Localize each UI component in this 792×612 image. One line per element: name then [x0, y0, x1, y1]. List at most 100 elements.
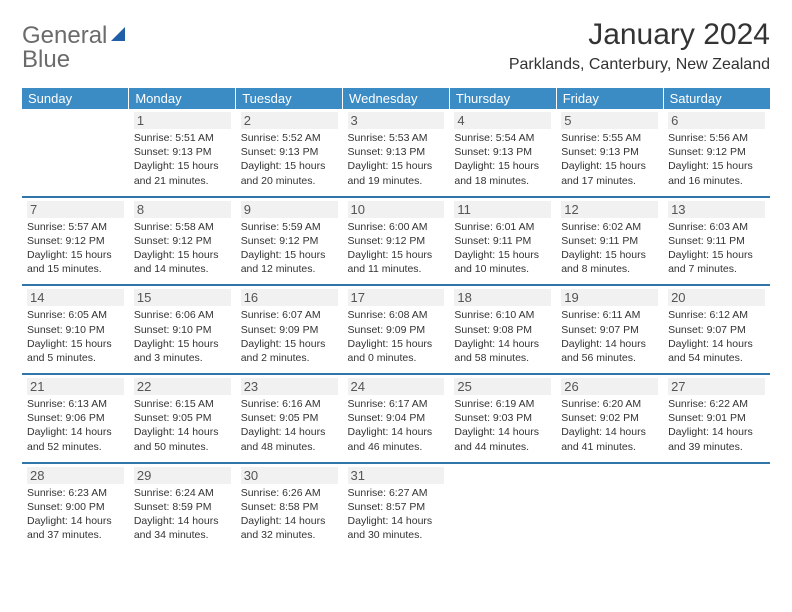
- sunrise-line: Sunrise: 5:57 AM: [27, 220, 124, 234]
- day-number: 12: [561, 201, 658, 218]
- day-number: 1: [134, 112, 231, 129]
- sunrise-line: Sunrise: 5:53 AM: [348, 131, 445, 145]
- sunrise-line: Sunrise: 5:54 AM: [454, 131, 551, 145]
- calendar-day-cell: 28Sunrise: 6:23 AMSunset: 9:00 PMDayligh…: [22, 463, 129, 551]
- sunrise-line: Sunrise: 6:17 AM: [348, 397, 445, 411]
- day-number: 11: [454, 201, 551, 218]
- calendar-day-cell: 19Sunrise: 6:11 AMSunset: 9:07 PMDayligh…: [556, 285, 663, 374]
- day-info: Sunrise: 5:52 AMSunset: 9:13 PMDaylight:…: [241, 131, 338, 188]
- day-info: Sunrise: 6:19 AMSunset: 9:03 PMDaylight:…: [454, 397, 551, 454]
- sunrise-line: Sunrise: 5:58 AM: [134, 220, 231, 234]
- sunrise-line: Sunrise: 6:11 AM: [561, 308, 658, 322]
- calendar-day-cell: 16Sunrise: 6:07 AMSunset: 9:09 PMDayligh…: [236, 285, 343, 374]
- calendar-day-cell: 29Sunrise: 6:24 AMSunset: 8:59 PMDayligh…: [129, 463, 236, 551]
- daylight-line: Daylight: 15 hours and 2 minutes.: [241, 337, 338, 365]
- day-number: 29: [134, 467, 231, 484]
- weekday-header: Tuesday: [236, 88, 343, 109]
- calendar-day-cell: 12Sunrise: 6:02 AMSunset: 9:11 PMDayligh…: [556, 197, 663, 286]
- sunset-line: Sunset: 9:12 PM: [27, 234, 124, 248]
- day-number: 13: [668, 201, 765, 218]
- day-number: 25: [454, 378, 551, 395]
- sunset-line: Sunset: 9:12 PM: [348, 234, 445, 248]
- day-number: 8: [134, 201, 231, 218]
- daylight-line: Daylight: 15 hours and 0 minutes.: [348, 337, 445, 365]
- weekday-header: Sunday: [22, 88, 129, 109]
- sunset-line: Sunset: 8:59 PM: [134, 500, 231, 514]
- sunrise-line: Sunrise: 6:15 AM: [134, 397, 231, 411]
- sunrise-line: Sunrise: 5:52 AM: [241, 131, 338, 145]
- daylight-line: Daylight: 15 hours and 18 minutes.: [454, 159, 551, 187]
- day-number: 17: [348, 289, 445, 306]
- day-info: Sunrise: 6:00 AMSunset: 9:12 PMDaylight:…: [348, 220, 445, 277]
- calendar-day-cell: 30Sunrise: 6:26 AMSunset: 8:58 PMDayligh…: [236, 463, 343, 551]
- sunset-line: Sunset: 8:58 PM: [241, 500, 338, 514]
- sunrise-line: Sunrise: 5:55 AM: [561, 131, 658, 145]
- sunset-line: Sunset: 9:11 PM: [668, 234, 765, 248]
- daylight-line: Daylight: 14 hours and 56 minutes.: [561, 337, 658, 365]
- location-text: Parklands, Canterbury, New Zealand: [509, 56, 770, 74]
- sunset-line: Sunset: 9:09 PM: [348, 323, 445, 337]
- calendar-day-cell: 20Sunrise: 6:12 AMSunset: 9:07 PMDayligh…: [663, 285, 770, 374]
- daylight-line: Daylight: 14 hours and 34 minutes.: [134, 514, 231, 542]
- day-info: Sunrise: 5:54 AMSunset: 9:13 PMDaylight:…: [454, 131, 551, 188]
- calendar-day-cell: 18 Sunrise: 6:10 AMSunset: 9:08 PMDayligh…: [449, 285, 556, 374]
- sunset-line: Sunset: 9:08 PM: [454, 323, 551, 337]
- daylight-line: Daylight: 14 hours and 54 minutes.: [668, 337, 765, 365]
- day-number: 30: [241, 467, 338, 484]
- calendar-day-cell: 10Sunrise: 6:00 AMSunset: 9:12 PMDayligh…: [343, 197, 450, 286]
- logo-text: General Blue: [22, 24, 127, 72]
- daylight-line: Daylight: 14 hours and 39 minutes.: [668, 425, 765, 453]
- sunset-line: Sunset: 9:13 PM: [454, 145, 551, 159]
- sunset-line: Sunset: 9:09 PM: [241, 323, 338, 337]
- day-number: 9: [241, 201, 338, 218]
- day-info: Sunrise: 5:58 AMSunset: 9:12 PMDaylight:…: [134, 220, 231, 277]
- calendar-week-row: 1Sunrise: 5:51 AMSunset: 9:13 PMDaylight…: [22, 109, 770, 197]
- day-info: Sunrise: 6:10 AMSunset: 9:08 PMDaylight:…: [454, 308, 551, 365]
- calendar-day-cell: 14Sunrise: 6:05 AMSunset: 9:10 PMDayligh…: [22, 285, 129, 374]
- day-info: Sunrise: 6:07 AMSunset: 9:09 PMDaylight:…: [241, 308, 338, 365]
- day-info: Sunrise: 5:55 AMSunset: 9:13 PMDaylight:…: [561, 131, 658, 188]
- day-number: 22: [134, 378, 231, 395]
- sunset-line: Sunset: 9:01 PM: [668, 411, 765, 425]
- calendar-week-row: 7Sunrise: 5:57 AMSunset: 9:12 PMDaylight…: [22, 197, 770, 286]
- sail-icon: [109, 25, 127, 48]
- day-number: 27: [668, 378, 765, 395]
- day-number: 3: [348, 112, 445, 129]
- sunset-line: Sunset: 9:13 PM: [134, 145, 231, 159]
- day-number: 4: [454, 112, 551, 129]
- weekday-header-row: Sunday Monday Tuesday Wednesday Thursday…: [22, 88, 770, 109]
- sunrise-line: Sunrise: 6:03 AM: [668, 220, 765, 234]
- calendar-day-cell: 15Sunrise: 6:06 AMSunset: 9:10 PMDayligh…: [129, 285, 236, 374]
- calendar-day-cell: 8 Sunrise: 5:58 AMSunset: 9:12 PMDaylight…: [129, 197, 236, 286]
- sunset-line: Sunset: 9:00 PM: [27, 500, 124, 514]
- logo: General Blue: [22, 18, 127, 72]
- sunrise-line: Sunrise: 6:00 AM: [348, 220, 445, 234]
- weekday-header: Saturday: [663, 88, 770, 109]
- daylight-line: Daylight: 14 hours and 44 minutes.: [454, 425, 551, 453]
- sunrise-line: Sunrise: 6:05 AM: [27, 308, 124, 322]
- sunrise-line: Sunrise: 6:22 AM: [668, 397, 765, 411]
- sunset-line: Sunset: 9:12 PM: [241, 234, 338, 248]
- sunrise-line: Sunrise: 6:07 AM: [241, 308, 338, 322]
- day-info: Sunrise: 6:12 AMSunset: 9:07 PMDaylight:…: [668, 308, 765, 365]
- sunrise-line: Sunrise: 5:59 AM: [241, 220, 338, 234]
- day-info: Sunrise: 6:03 AMSunset: 9:11 PMDaylight:…: [668, 220, 765, 277]
- sunrise-line: Sunrise: 6:16 AM: [241, 397, 338, 411]
- weekday-header: Thursday: [449, 88, 556, 109]
- sunrise-line: Sunrise: 6:02 AM: [561, 220, 658, 234]
- calendar-day-cell: 7Sunrise: 5:57 AMSunset: 9:12 PMDaylight…: [22, 197, 129, 286]
- sunrise-line: Sunrise: 6:06 AM: [134, 308, 231, 322]
- calendar-day-cell: 4 Sunrise: 5:54 AMSunset: 9:13 PMDaylight…: [449, 109, 556, 197]
- sunrise-line: Sunrise: 5:56 AM: [668, 131, 765, 145]
- calendar-day-cell: 11Sunrise: 6:01 AMSunset: 9:11 PMDayligh…: [449, 197, 556, 286]
- daylight-line: Daylight: 14 hours and 30 minutes.: [348, 514, 445, 542]
- sunset-line: Sunset: 9:13 PM: [561, 145, 658, 159]
- sunset-line: Sunset: 9:04 PM: [348, 411, 445, 425]
- sunset-line: Sunset: 9:05 PM: [134, 411, 231, 425]
- daylight-line: Daylight: 14 hours and 58 minutes.: [454, 337, 551, 365]
- day-number: 18: [454, 289, 551, 306]
- sunset-line: Sunset: 9:10 PM: [134, 323, 231, 337]
- day-info: Sunrise: 6:22 AMSunset: 9:01 PMDaylight:…: [668, 397, 765, 454]
- day-info: Sunrise: 6:23 AMSunset: 9:00 PMDaylight:…: [27, 486, 124, 543]
- calendar-day-cell: 9Sunrise: 5:59 AMSunset: 9:12 PMDaylight…: [236, 197, 343, 286]
